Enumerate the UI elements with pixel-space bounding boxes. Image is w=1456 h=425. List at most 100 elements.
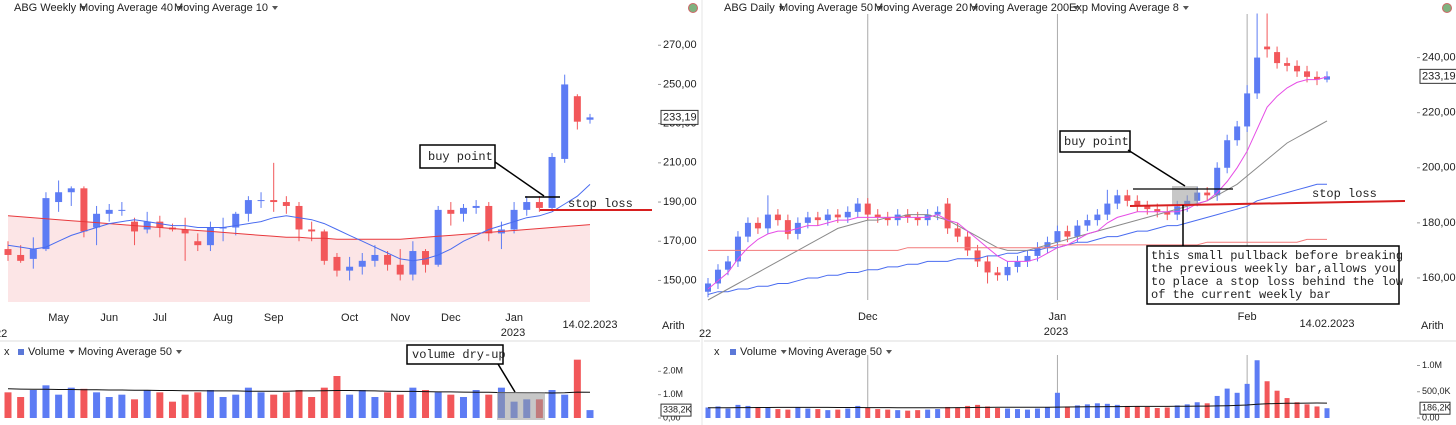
globe-icon[interactable] xyxy=(1442,3,1452,13)
candle-body xyxy=(447,209,455,214)
volume-bar xyxy=(1164,407,1170,418)
last-price-box xyxy=(1419,68,1456,84)
legend-entry[interactable]: Moving Average 20 xyxy=(874,2,968,14)
volume-bar xyxy=(1044,407,1050,418)
annotation-box xyxy=(419,144,496,169)
volume-bar xyxy=(459,397,467,418)
candle-body xyxy=(434,209,442,265)
volume-bar xyxy=(1124,405,1130,418)
x-tick-label: Dec xyxy=(441,312,461,324)
volume-bar xyxy=(1264,381,1270,418)
annotation: buy point xyxy=(1064,135,1129,149)
legend-entry[interactable]: Moving Average 50 xyxy=(779,2,873,14)
volume-bar xyxy=(270,394,278,418)
dropdown-caret xyxy=(885,350,892,354)
volume-bar xyxy=(915,410,921,418)
candle-body xyxy=(1024,255,1031,262)
x-tick-label: Feb xyxy=(1238,311,1257,323)
y-tick-label: 180,00 xyxy=(1422,217,1456,229)
volume-bar xyxy=(472,390,480,418)
x-tick-label: Jan xyxy=(505,312,523,324)
y-tick-label: 270,00 xyxy=(663,39,697,51)
candle-body xyxy=(143,221,151,230)
volume-bar xyxy=(705,407,711,418)
volume-bar xyxy=(1294,402,1300,418)
candle-body xyxy=(1094,214,1101,221)
globe-icon[interactable] xyxy=(688,3,698,13)
candle-body xyxy=(1084,220,1091,226)
indicator-title[interactable]: Volume xyxy=(740,346,777,358)
candle-body xyxy=(854,203,861,212)
candle-body xyxy=(308,229,316,232)
candle-body xyxy=(1264,46,1271,50)
volume-bar xyxy=(925,409,931,418)
note-line: this small pullback before breaking xyxy=(1151,249,1403,263)
legend-entry[interactable]: Moving Average 50 xyxy=(788,346,882,358)
candle-body xyxy=(1144,206,1151,210)
last-price-label: 233,19 xyxy=(1422,70,1456,82)
volume-bar xyxy=(434,392,442,418)
ma-line xyxy=(707,183,1327,295)
x-tick-label: Jun xyxy=(100,312,118,324)
volume-bar xyxy=(548,390,556,418)
legend-entry[interactable]: Moving Average 10 xyxy=(174,2,268,14)
x-tick-label: Nov xyxy=(390,312,410,324)
arrow xyxy=(497,363,516,393)
candle-body xyxy=(17,254,25,261)
candle-body xyxy=(1304,71,1311,77)
candle-body xyxy=(1274,52,1281,64)
dropdown-caret xyxy=(780,350,787,354)
volume-bar xyxy=(985,406,991,418)
volume-bar xyxy=(168,401,176,418)
candle-body xyxy=(573,96,581,122)
candle-body xyxy=(219,227,227,229)
indicator-icon xyxy=(730,349,736,355)
volume-bar xyxy=(1005,408,1011,418)
x-tick-label: Sep xyxy=(264,312,284,324)
candle-body xyxy=(1234,126,1241,141)
volume-bar xyxy=(885,409,891,418)
candle-body xyxy=(774,214,781,221)
indicator-title[interactable]: Volume xyxy=(28,346,65,358)
volume-bar xyxy=(29,390,37,418)
note-line: of the current weekly bar xyxy=(1151,288,1331,302)
legend-entry[interactable]: Moving Average 40 xyxy=(79,2,173,14)
candle-body xyxy=(944,203,951,229)
legend-entry[interactable]: Moving Average 50 xyxy=(78,346,172,358)
annotation: stop loss xyxy=(568,197,633,211)
ma-line xyxy=(708,238,1327,251)
y-tick-label: 170,00 xyxy=(663,235,697,247)
volume-bar xyxy=(1284,398,1290,418)
candle-body xyxy=(409,251,417,275)
legend-entry[interactable]: Exp Moving Average 8 xyxy=(1069,2,1179,14)
volume-bar xyxy=(955,408,961,418)
indicator-icon xyxy=(18,349,24,355)
volume-bar xyxy=(975,404,981,418)
last-value-label: 186,2K xyxy=(1422,403,1451,413)
close-button[interactable]: x xyxy=(714,346,720,358)
legend-entry[interactable]: Moving Average 200 xyxy=(969,2,1069,14)
volume-bar xyxy=(795,407,801,418)
volume-bar xyxy=(396,394,404,418)
candle-body xyxy=(396,264,404,275)
year-label: 2023 xyxy=(1044,326,1068,338)
volume-ma-line xyxy=(707,402,1328,409)
close-button[interactable]: x xyxy=(4,346,10,358)
volume-bar xyxy=(257,392,265,418)
volume-bar xyxy=(447,394,455,418)
volume-bar xyxy=(1244,383,1250,418)
stop-loss-line xyxy=(1129,200,1406,207)
candle-body xyxy=(459,207,467,214)
dropdown-caret xyxy=(271,6,278,10)
last-value-box xyxy=(1419,401,1451,415)
candle-body xyxy=(1034,247,1041,256)
candle-body xyxy=(884,217,891,221)
volume-bar xyxy=(131,399,139,418)
candle-body xyxy=(181,229,189,234)
volume-bar xyxy=(586,410,594,418)
candle-body xyxy=(4,249,12,255)
candle-body xyxy=(964,236,971,251)
